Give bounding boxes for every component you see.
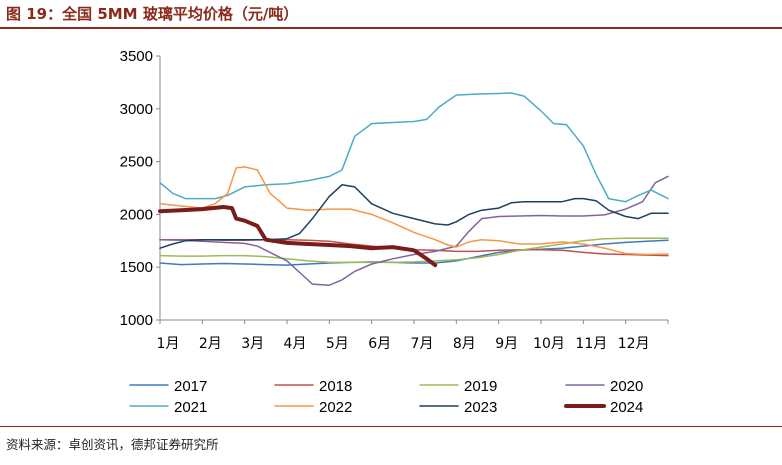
source-note: 资料来源：卓创资讯，德邦证券研究所 — [6, 437, 219, 452]
series-line-2021 — [159, 92, 669, 203]
x-tick-label: 4月 — [284, 336, 307, 352]
chart-series-lines — [158, 92, 669, 286]
y-tick-label: 2500 — [120, 154, 153, 171]
x-tick-label: 2月 — [199, 336, 222, 352]
legend-label-2017: 2017 — [174, 378, 207, 395]
line-chart: 1000 1500 2000 2500 3000 3500 1月 2月 3月 4月 5月 6月 7月 8月… — [120, 48, 669, 416]
x-tick-label: 6月 — [368, 336, 391, 352]
x-tick-label: 9月 — [495, 336, 518, 352]
series-line-2022 — [159, 166, 669, 256]
series-line-2023 — [159, 184, 669, 249]
legend-label-2018: 2018 — [319, 378, 352, 395]
y-tick-label: 3000 — [120, 101, 153, 118]
x-tick-label: 8月 — [453, 336, 476, 352]
x-tick-label: 10月 — [533, 336, 565, 352]
legend-label-2020: 2020 — [610, 378, 643, 395]
chart-legend: 2017 2018 2019 2020 2021 2022 2023 2024 — [129, 378, 643, 416]
legend-label-2022: 2022 — [319, 399, 352, 416]
legend-label-2024: 2024 — [610, 399, 643, 416]
title-underline — [0, 27, 782, 29]
legend-label-2019: 2019 — [464, 378, 497, 395]
series-line-2018 — [159, 238, 669, 257]
x-tick-label: 3月 — [241, 336, 264, 352]
x-tick-label: 12月 — [618, 336, 650, 352]
x-tick-label: 5月 — [326, 336, 349, 352]
legend-label-2023: 2023 — [464, 399, 497, 416]
chart-axes: 1000 1500 2000 2500 3000 3500 1月 2月 3月 4月 5月 6月 7月 8月… — [120, 48, 669, 352]
series-line-2017 — [159, 239, 669, 266]
y-tick-label: 1000 — [120, 312, 153, 329]
x-tick-label: 1月 — [157, 336, 180, 352]
x-tick-label: 11月 — [575, 336, 607, 352]
y-tick-label: 3500 — [120, 48, 153, 65]
series-line-2019 — [159, 237, 669, 264]
figure-title: 图 19：全国 5MM 玻璃平均价格（元/吨） — [6, 5, 299, 23]
x-tick-label: 7月 — [411, 336, 434, 352]
y-tick-label: 1500 — [120, 259, 153, 276]
series-line-2024 — [158, 205, 438, 268]
footer-rule — [0, 426, 782, 427]
series-line-2020 — [159, 175, 669, 286]
legend-label-2021: 2021 — [174, 399, 207, 416]
y-tick-label: 2000 — [120, 206, 153, 223]
